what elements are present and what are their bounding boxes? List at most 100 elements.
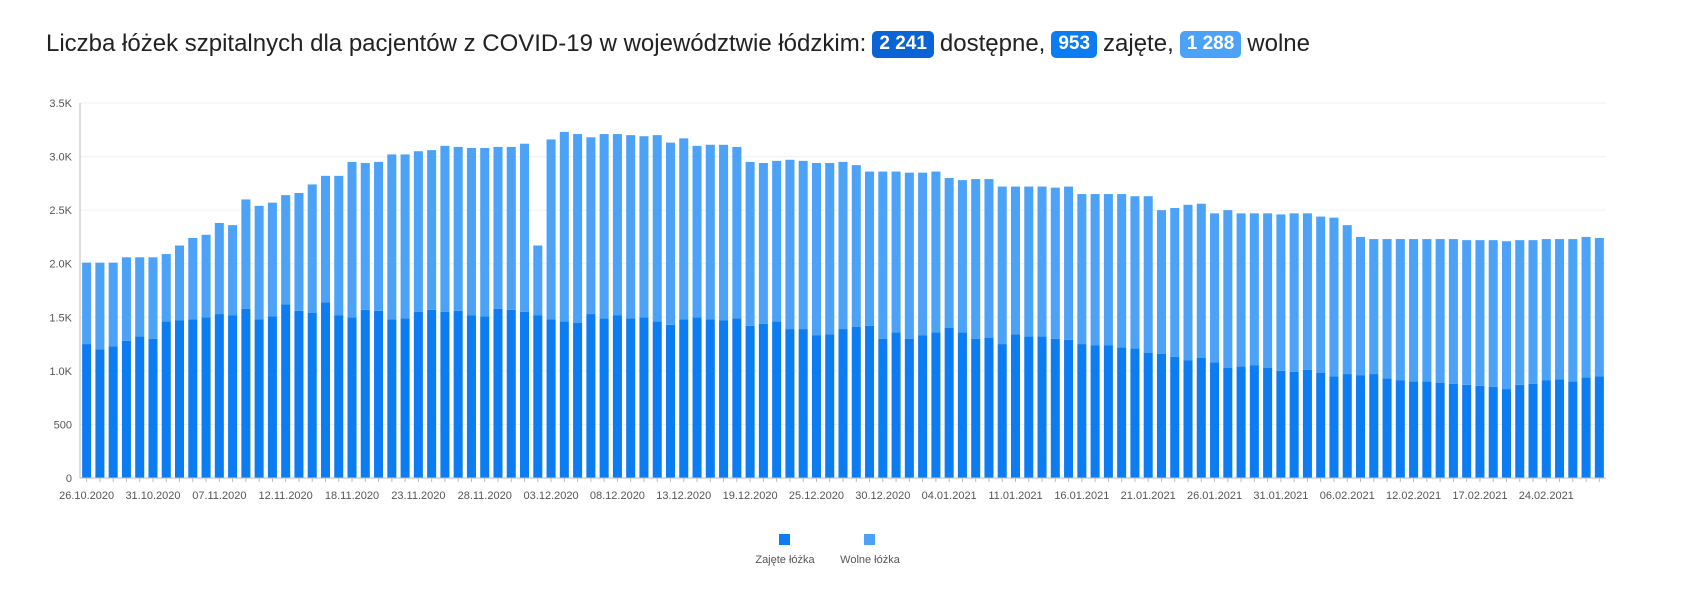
bar-free[interactable]: [307, 184, 317, 313]
bar-free[interactable]: [758, 163, 768, 324]
bar-free[interactable]: [1435, 239, 1445, 383]
bar-free[interactable]: [1382, 239, 1392, 379]
legend-label[interactable]: Wolne łóżka: [840, 554, 901, 566]
bar-free[interactable]: [1488, 240, 1498, 387]
bar-free[interactable]: [347, 161, 357, 318]
bar-occupied[interactable]: [175, 320, 185, 479]
bar-free[interactable]: [1594, 238, 1604, 377]
bar-free[interactable]: [838, 161, 848, 330]
bar-occupied[interactable]: [1581, 377, 1591, 478]
bar-free[interactable]: [1077, 194, 1087, 345]
bar-free[interactable]: [1117, 194, 1127, 348]
bar-free[interactable]: [639, 136, 649, 318]
bar-free[interactable]: [971, 179, 981, 339]
bar-free[interactable]: [108, 262, 118, 347]
bar-free[interactable]: [493, 146, 503, 309]
bar-free[interactable]: [931, 171, 941, 333]
bar-free[interactable]: [95, 262, 105, 350]
bar-occupied[interactable]: [1196, 358, 1206, 478]
bar-free[interactable]: [918, 172, 928, 336]
legend-label[interactable]: Zajęte łóżka: [755, 554, 815, 566]
bar-occupied[interactable]: [108, 346, 118, 478]
bar-occupied[interactable]: [387, 319, 397, 478]
bar-occupied[interactable]: [148, 338, 158, 478]
bar-occupied[interactable]: [785, 329, 795, 478]
bar-occupied[interactable]: [214, 314, 224, 478]
bar-free[interactable]: [851, 165, 861, 327]
bar-free[interactable]: [1236, 213, 1246, 367]
bar-occupied[interactable]: [1302, 369, 1312, 478]
bar-occupied[interactable]: [1422, 381, 1432, 478]
bar-occupied[interactable]: [320, 302, 330, 478]
bar-free[interactable]: [520, 143, 530, 312]
bar-occupied[interactable]: [95, 349, 105, 478]
legend-swatch[interactable]: [864, 534, 875, 545]
bar-free[interactable]: [705, 144, 715, 320]
bar-occupied[interactable]: [1568, 381, 1578, 478]
bar-free[interactable]: [586, 137, 596, 315]
bar-occupied[interactable]: [1409, 381, 1419, 478]
bar-occupied[interactable]: [918, 335, 928, 479]
bar-occupied[interactable]: [1329, 376, 1339, 478]
bar-free[interactable]: [1395, 239, 1405, 381]
bar-free[interactable]: [612, 134, 622, 316]
bar-free[interactable]: [1501, 241, 1511, 390]
bar-occupied[interactable]: [466, 315, 476, 478]
bar-free[interactable]: [374, 161, 384, 311]
bar-free[interactable]: [1196, 203, 1206, 358]
bar-free[interactable]: [228, 225, 238, 316]
bar-free[interactable]: [267, 202, 277, 317]
bar-occupied[interactable]: [440, 311, 450, 478]
bar-occupied[interactable]: [1448, 383, 1458, 478]
bar-occupied[interactable]: [294, 310, 304, 478]
bar-free[interactable]: [1249, 213, 1259, 366]
bar-occupied[interactable]: [307, 313, 317, 478]
bar-occupied[interactable]: [612, 315, 622, 478]
bar-occupied[interactable]: [1156, 353, 1166, 478]
bar-occupied[interactable]: [347, 317, 357, 478]
bar-occupied[interactable]: [241, 308, 251, 478]
bar-free[interactable]: [865, 171, 875, 326]
bar-occupied[interactable]: [427, 309, 437, 478]
bar-free[interactable]: [679, 138, 689, 320]
bar-occupied[interactable]: [745, 325, 755, 478]
bar-occupied[interactable]: [281, 304, 291, 478]
bar-occupied[interactable]: [652, 321, 662, 478]
bar-occupied[interactable]: [997, 344, 1007, 478]
bar-occupied[interactable]: [679, 319, 689, 478]
bar-free[interactable]: [719, 144, 729, 321]
bar-occupied[interactable]: [705, 319, 715, 478]
bar-occupied[interactable]: [984, 337, 994, 478]
bar-occupied[interactable]: [1594, 376, 1604, 478]
bar-free[interactable]: [891, 171, 901, 333]
bar-occupied[interactable]: [1289, 371, 1299, 478]
bar-free[interactable]: [573, 134, 583, 323]
bar-free[interactable]: [281, 195, 291, 305]
bar-occupied[interactable]: [825, 334, 835, 478]
bar-free[interactable]: [82, 262, 92, 345]
bar-free[interactable]: [1210, 213, 1220, 363]
bar-free[interactable]: [1156, 210, 1166, 354]
bar-occupied[interactable]: [1541, 380, 1551, 479]
bar-occupied[interactable]: [732, 318, 742, 478]
bar-occupied[interactable]: [1488, 386, 1498, 478]
bar-free[interactable]: [413, 151, 423, 312]
bar-occupied[interactable]: [1528, 383, 1538, 478]
bar-free[interactable]: [214, 223, 224, 315]
bar-free[interactable]: [1329, 217, 1339, 377]
bar-occupied[interactable]: [639, 317, 649, 478]
bar-occupied[interactable]: [334, 315, 344, 478]
bar-free[interactable]: [825, 163, 835, 335]
bar-occupied[interactable]: [1435, 382, 1445, 478]
bar-occupied[interactable]: [1369, 374, 1379, 478]
bar-free[interactable]: [811, 163, 821, 336]
bar-free[interactable]: [1448, 239, 1458, 384]
bar-occupied[interactable]: [865, 325, 875, 478]
bar-occupied[interactable]: [851, 326, 861, 478]
bar-occupied[interactable]: [878, 338, 888, 478]
bar-occupied[interactable]: [1077, 344, 1087, 478]
bar-free[interactable]: [1263, 213, 1273, 368]
bar-free[interactable]: [1475, 240, 1485, 386]
bar-occupied[interactable]: [1395, 380, 1405, 479]
bar-occupied[interactable]: [1103, 345, 1113, 478]
